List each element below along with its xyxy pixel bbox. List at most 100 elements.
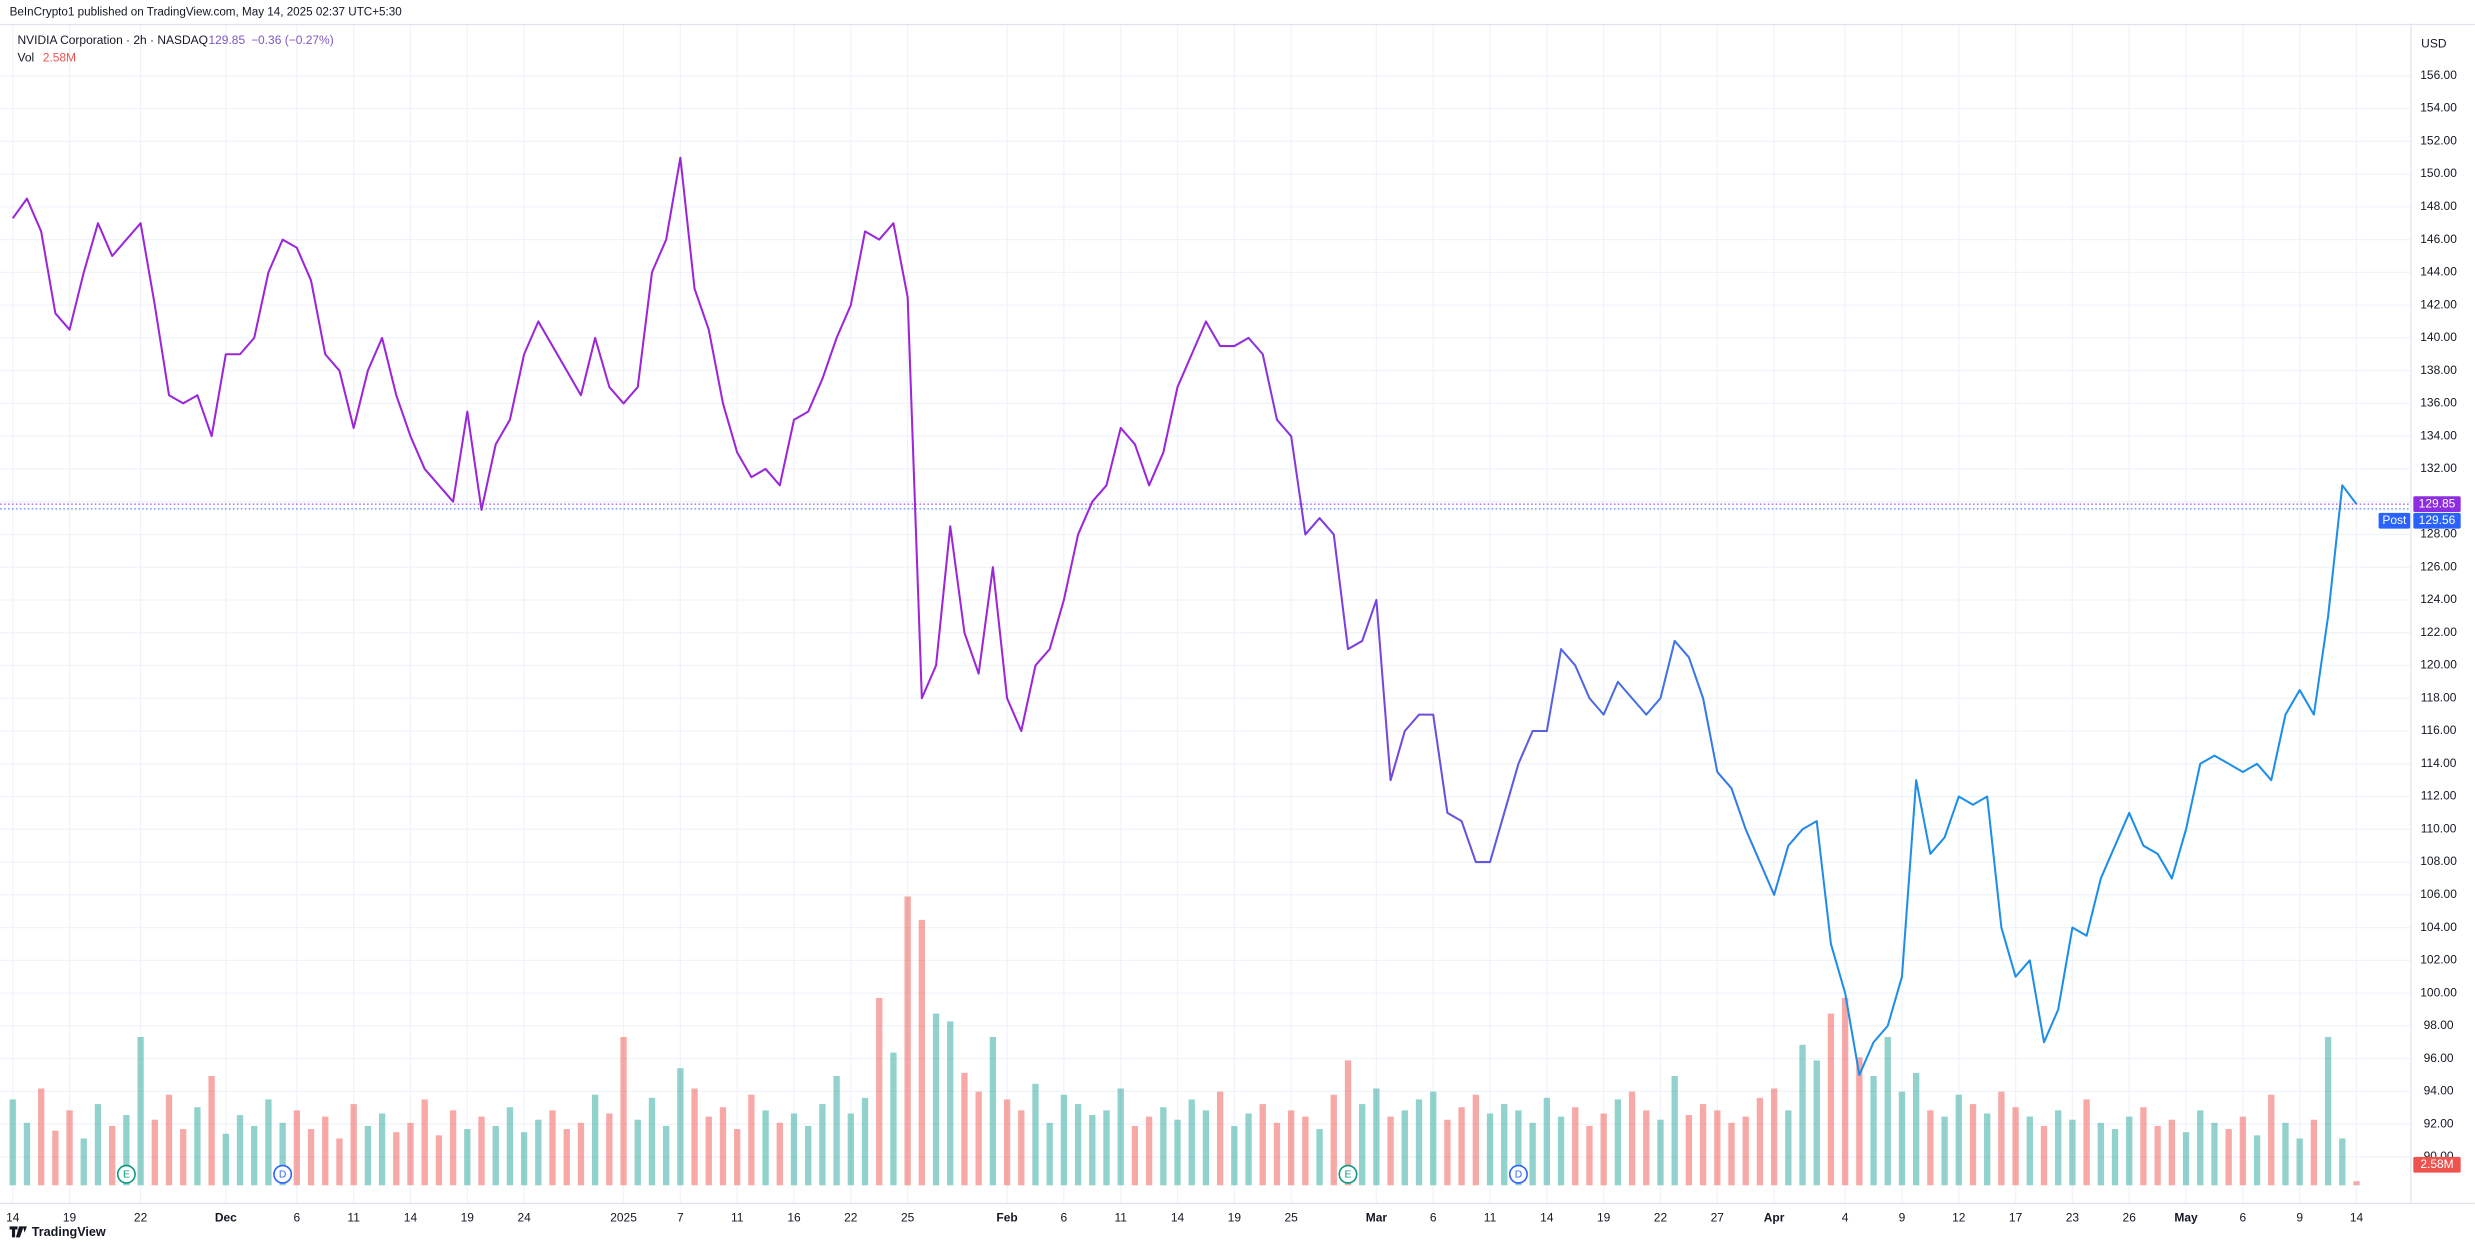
x-tick-label: 14 — [2350, 1211, 2364, 1225]
volume-bar — [748, 1094, 755, 1186]
volume-bar — [535, 1119, 542, 1186]
volume-bar — [2083, 1099, 2090, 1186]
volume-bar — [2310, 1119, 2318, 1186]
volume-bar — [1799, 1044, 1806, 1186]
x-tick-label: Dec — [215, 1211, 237, 1225]
footer: TradingView — [32, 1225, 106, 1239]
y-tick-label: 96.00 — [2424, 1051, 2454, 1065]
x-tick-label: 11 — [731, 1211, 744, 1225]
volume-bar — [1103, 1110, 1110, 1186]
volume-bar — [918, 919, 925, 1186]
volume-bar — [1841, 997, 1849, 1186]
legend-volume[interactable]: Vol — [17, 51, 34, 65]
volume-bar — [1728, 1122, 1735, 1186]
volume-bar — [23, 1122, 31, 1186]
y-tick-label: 134.00 — [2420, 428, 2457, 442]
volume-bar — [1813, 1060, 1820, 1186]
volume-bar — [1515, 1110, 1522, 1186]
x-tick-label: 6 — [294, 1211, 301, 1225]
x-tick-label: 19 — [1597, 1211, 1611, 1225]
volume-bar — [1003, 1099, 1011, 1186]
volume-bar — [1216, 1091, 1224, 1186]
volume-bar — [1359, 1104, 1366, 1186]
x-tick-label: 9 — [1899, 1211, 1906, 1225]
y-tick-label: 156.00 — [2420, 68, 2457, 82]
x-tick-label: 14 — [1540, 1211, 1554, 1225]
volume-bar — [1330, 1094, 1337, 1186]
volume-bar — [1955, 1094, 1962, 1186]
volume-bar — [577, 1122, 585, 1186]
volume-bar — [449, 1110, 457, 1186]
currency[interactable]: USD — [2421, 36, 2447, 50]
y-tick-label: 136.00 — [2420, 396, 2457, 410]
volume-bar — [464, 1129, 471, 1186]
y-tick-label: 154.00 — [2420, 101, 2457, 115]
volume-bar — [208, 1076, 215, 1186]
volume-bar — [137, 1036, 144, 1186]
y-tick-label: 138.00 — [2420, 363, 2457, 377]
y-tick-label: 140.00 — [2420, 330, 2457, 344]
y-tick-label: 100.00 — [2420, 985, 2457, 999]
volume-bar — [2097, 1122, 2104, 1186]
volume-bar — [1856, 1057, 1863, 1186]
legend-title[interactable]: NVIDIA Corporation · 2h · NASDAQ — [17, 33, 208, 47]
volume-bar — [947, 1021, 954, 1186]
volume-bar — [2268, 1094, 2275, 1186]
y-tick-label: 150.00 — [2420, 166, 2457, 180]
volume-bar — [1415, 1099, 1423, 1186]
volume-bar — [350, 1104, 357, 1186]
volume-bar — [1202, 1110, 1210, 1186]
x-tick-label: 22 — [844, 1211, 858, 1225]
volume-bar — [1444, 1119, 1451, 1186]
volume-bar — [563, 1129, 570, 1186]
legend-change: −0.36 (−0.27%) — [251, 33, 334, 47]
x-tick-label: 11 — [347, 1211, 360, 1225]
x-tick-label: 27 — [1711, 1211, 1725, 1225]
volume-bar — [1998, 1091, 2005, 1186]
y-tick-label: 118.00 — [2421, 690, 2457, 704]
volume-bar — [1316, 1129, 1323, 1186]
volume-bar — [790, 1113, 798, 1186]
x-tick-label: 14 — [1171, 1211, 1185, 1225]
volume-bar — [1373, 1088, 1380, 1186]
volume-bar — [1586, 1125, 1593, 1186]
x-tick-label: 7 — [677, 1211, 684, 1225]
volume-bar — [989, 1036, 997, 1186]
x-tick-label: 6 — [1430, 1211, 1437, 1225]
volume-bar — [2211, 1122, 2218, 1186]
volume-bar — [1643, 1110, 1650, 1186]
volume-bar — [336, 1138, 343, 1186]
x-tick-label: 22 — [134, 1211, 148, 1225]
y-tick-label: 94.00 — [2424, 1084, 2454, 1098]
volume-bar — [293, 1110, 300, 1186]
y-tick-label: 116.00 — [2421, 723, 2457, 737]
axes: 90.0092.0094.0096.0098.00100.00102.00104… — [6, 68, 2461, 1225]
volume-bar — [1770, 1088, 1778, 1186]
volume-bar — [1557, 1116, 1565, 1186]
x-tick-label: 6 — [1061, 1211, 1068, 1225]
logo — [9, 1226, 27, 1238]
x-tick-label: 9 — [2296, 1211, 2303, 1225]
volume-bar — [1160, 1107, 1167, 1186]
y-tick-label: 148.00 — [2420, 199, 2457, 213]
volume-bar — [38, 1088, 45, 1186]
y-tick-label: 120.00 — [2420, 658, 2457, 672]
volume-bar — [620, 1036, 627, 1186]
volume-bar — [890, 1052, 897, 1186]
volume-bar — [1699, 1104, 1707, 1186]
volume-bar — [506, 1107, 514, 1186]
volume-bar — [2040, 1125, 2048, 1186]
x-tick-label: 23 — [2066, 1211, 2080, 1225]
volume-bar — [591, 1094, 599, 1186]
volume-bar — [2140, 1107, 2147, 1186]
x-tick-label: 22 — [1654, 1211, 1668, 1225]
volume-bar — [805, 1125, 812, 1186]
volume-bar — [1032, 1083, 1039, 1186]
x-tick-label: May — [2174, 1211, 2198, 1225]
volume-bar — [307, 1129, 315, 1186]
volume-bar — [1600, 1113, 1607, 1186]
x-tick-label: 11 — [1484, 1211, 1497, 1225]
volume-bar — [1898, 1091, 1906, 1186]
